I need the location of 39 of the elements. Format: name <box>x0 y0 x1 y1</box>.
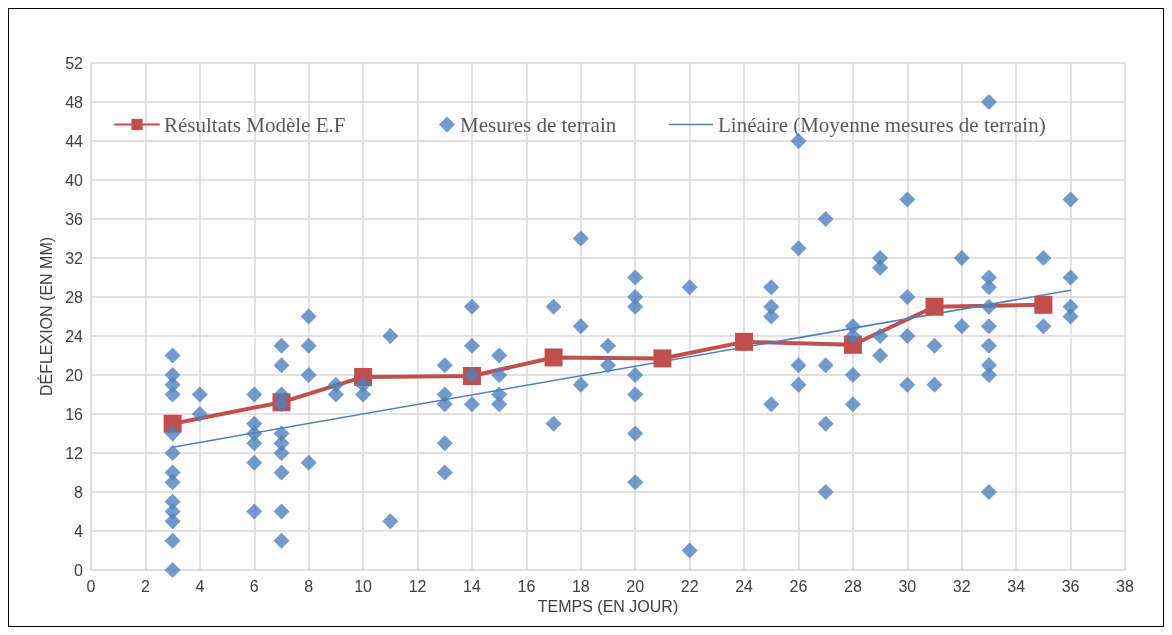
x-tick-label: 0 <box>86 577 96 595</box>
legend-label: Résultats Modèle E.F <box>164 112 346 137</box>
x-tick-label: 16 <box>517 577 536 595</box>
legend-label: Linéaire (Moyenne mesures de terrain) <box>718 112 1046 137</box>
x-tick-label: 6 <box>249 577 259 595</box>
x-tick-label: 14 <box>463 577 481 595</box>
x-tick-label: 8 <box>304 577 314 595</box>
x-tick-label: 32 <box>952 577 971 595</box>
x-axis-title: TEMPS (EN JOUR) <box>537 598 679 616</box>
y-tick-label: 48 <box>65 93 84 111</box>
x-tick-label: 30 <box>898 577 917 595</box>
x-tick-label: 22 <box>680 577 699 595</box>
x-tick-label: 26 <box>789 577 808 595</box>
y-tick-label: 4 <box>74 522 84 540</box>
y-tick-label: 0 <box>74 561 84 579</box>
y-axis-title: DÉFLEXION (EN MM) <box>36 236 55 397</box>
y-tick-label: 32 <box>65 249 84 267</box>
legend-label: Mesures de terrain <box>460 112 617 137</box>
y-tick-label: 20 <box>65 366 84 384</box>
x-tick-label: 18 <box>571 577 590 595</box>
x-tick-label: 10 <box>354 577 373 595</box>
x-tick-label: 12 <box>408 577 427 595</box>
x-tick-label: 24 <box>735 577 754 595</box>
y-tick-label: 40 <box>65 171 84 189</box>
y-tick-label: 24 <box>65 327 84 345</box>
y-tick-label: 16 <box>65 405 84 423</box>
x-tick-label: 20 <box>626 577 645 595</box>
x-tick-label: 36 <box>1061 577 1080 595</box>
y-tick-label: 12 <box>65 444 84 462</box>
x-tick-label: 34 <box>1007 577 1026 595</box>
x-tick-label: 38 <box>1116 577 1134 595</box>
x-tick-label: 28 <box>844 577 862 595</box>
y-tick-label: 44 <box>65 132 84 150</box>
y-tick-label: 8 <box>74 483 84 501</box>
y-tick-label: 36 <box>65 210 84 228</box>
x-tick-label: 4 <box>195 577 205 595</box>
y-tick-label: 52 <box>65 54 84 72</box>
x-tick-label: 2 <box>140 577 150 595</box>
y-tick-label: 28 <box>65 288 84 306</box>
